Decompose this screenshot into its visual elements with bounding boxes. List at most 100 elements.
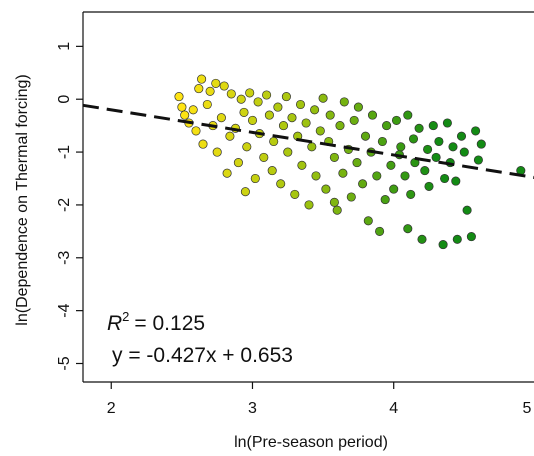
data-point bbox=[295, 99, 306, 110]
data-point bbox=[423, 144, 433, 154]
data-point bbox=[194, 84, 204, 94]
data-point bbox=[462, 205, 472, 215]
data-point bbox=[377, 136, 387, 147]
data-point bbox=[352, 158, 362, 168]
data-point bbox=[391, 115, 402, 125]
data-point bbox=[278, 121, 289, 131]
data-point bbox=[424, 181, 434, 191]
data-point bbox=[269, 136, 279, 147]
r-squared-annotation: R2 = 0.125 bbox=[107, 309, 205, 335]
data-point bbox=[198, 139, 208, 149]
data-point bbox=[247, 115, 258, 125]
data-point bbox=[225, 131, 235, 141]
data-point bbox=[240, 187, 250, 197]
data-point bbox=[408, 134, 419, 144]
data-point bbox=[311, 171, 321, 181]
data-point bbox=[360, 131, 371, 141]
data-point bbox=[339, 97, 349, 107]
data-point bbox=[332, 205, 342, 215]
data-point bbox=[267, 166, 277, 176]
data-point bbox=[245, 88, 255, 98]
data-point bbox=[236, 94, 246, 104]
data-point bbox=[346, 192, 356, 202]
data-point bbox=[442, 118, 452, 128]
data-point bbox=[396, 142, 406, 152]
x-tick-label: 5 bbox=[523, 400, 532, 417]
axis-ticks: 2 3 4 5 1 0 -1 -2 -3 -4 -5 bbox=[56, 42, 532, 417]
data-point bbox=[389, 184, 399, 194]
data-point bbox=[202, 99, 212, 110]
data-point bbox=[222, 168, 232, 178]
data-point bbox=[273, 102, 283, 112]
x-tick-label: 2 bbox=[107, 400, 116, 417]
data-point bbox=[459, 147, 469, 157]
y-tick-label: -3 bbox=[56, 251, 73, 265]
data-point bbox=[353, 102, 363, 112]
regression-equation: y = -0.427x + 0.653 bbox=[112, 344, 293, 367]
data-point bbox=[476, 139, 486, 149]
data-point bbox=[382, 121, 392, 131]
data-point bbox=[297, 160, 307, 170]
data-point bbox=[417, 234, 427, 244]
data-point bbox=[321, 184, 331, 194]
y-tick-label: -1 bbox=[56, 145, 73, 159]
data-point bbox=[219, 81, 229, 91]
data-point bbox=[226, 89, 236, 99]
y-tick-label: -2 bbox=[56, 198, 73, 212]
data-point bbox=[431, 152, 441, 162]
data-point bbox=[318, 93, 328, 103]
data-point bbox=[259, 152, 269, 162]
data-point bbox=[191, 126, 201, 136]
data-point bbox=[315, 126, 325, 136]
data-point bbox=[180, 110, 190, 120]
data-point bbox=[177, 102, 187, 112]
y-tick-label: 0 bbox=[56, 95, 73, 104]
data-point bbox=[262, 90, 272, 100]
data-point bbox=[473, 155, 483, 165]
data-point bbox=[400, 171, 410, 181]
y-tick-label: -5 bbox=[56, 356, 73, 370]
data-point bbox=[367, 110, 378, 120]
data-point bbox=[338, 168, 348, 178]
data-point bbox=[466, 232, 476, 242]
data-point bbox=[448, 142, 458, 152]
data-point bbox=[434, 136, 444, 147]
data-point bbox=[372, 171, 382, 181]
data-point bbox=[438, 240, 448, 250]
r-squared-superscript: 2 bbox=[122, 309, 129, 324]
data-points bbox=[174, 74, 526, 250]
r-squared-symbol: R bbox=[107, 312, 122, 335]
data-point bbox=[264, 110, 274, 120]
x-tick-label: 4 bbox=[389, 400, 398, 417]
data-point bbox=[452, 234, 462, 244]
data-point bbox=[386, 160, 396, 170]
data-point bbox=[281, 92, 291, 102]
data-point bbox=[380, 195, 390, 205]
data-point bbox=[212, 147, 222, 157]
data-point bbox=[239, 107, 249, 117]
data-point bbox=[197, 74, 207, 84]
data-point bbox=[287, 113, 297, 123]
data-point bbox=[304, 200, 314, 210]
r-squared-value: = 0.125 bbox=[134, 312, 205, 335]
data-point bbox=[307, 142, 317, 152]
data-point bbox=[325, 110, 335, 120]
data-point bbox=[414, 123, 424, 133]
data-point bbox=[358, 179, 368, 189]
data-point bbox=[406, 189, 416, 199]
data-point bbox=[471, 126, 481, 136]
data-point bbox=[174, 92, 184, 102]
data-point bbox=[216, 113, 226, 123]
data-point bbox=[428, 121, 438, 131]
data-point bbox=[205, 86, 215, 96]
data-point bbox=[310, 105, 320, 115]
data-point bbox=[301, 118, 311, 128]
data-point bbox=[451, 176, 461, 186]
data-point bbox=[188, 105, 198, 115]
data-point bbox=[250, 173, 260, 184]
y-tick-label: 1 bbox=[56, 42, 73, 51]
data-point bbox=[363, 216, 373, 226]
x-tick-label: 3 bbox=[248, 400, 257, 417]
data-point bbox=[211, 78, 221, 88]
